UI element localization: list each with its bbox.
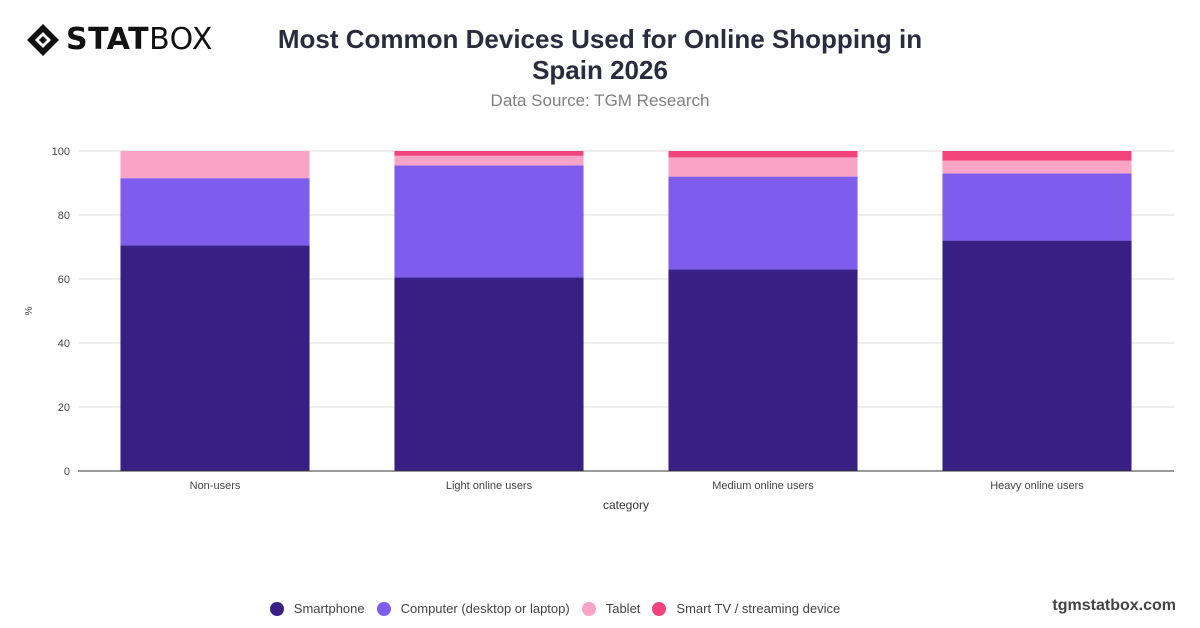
legend-swatch [376,601,391,616]
y-tick-label: 20 [58,402,70,414]
bar-segment [942,240,1132,471]
bar-segment [394,155,584,166]
y-axis-label: % [24,306,35,315]
y-tick-label: 0 [64,466,70,478]
statbox-logo: STATBOX [26,22,213,58]
legend-item: Tablet [581,601,641,616]
x-tick-label: Light online users [446,480,533,492]
legend-item: Smartphone [269,601,365,616]
logo-bold-text: STAT [66,22,150,57]
bar-segment [942,160,1132,174]
bar-segment [394,151,584,156]
bar-segment [394,165,584,278]
legend-label: Computer (desktop or laptop) [400,601,570,616]
bar-segment [668,269,858,471]
bar-segment [942,151,1132,161]
legend-item: Computer (desktop or laptop) [376,601,570,616]
legend-swatch [652,601,667,616]
logo-light-text: BOX [149,22,213,57]
x-tick-label: Non-users [190,480,241,492]
x-tick-label: Medium online users [712,480,814,492]
bar-segment [120,178,310,246]
chart-legend: Smartphone Computer (desktop or laptop) Ta… [0,601,1200,616]
x-tick-label: Heavy online users [990,480,1084,492]
legend-item: Smart TV / streaming device [652,601,840,616]
chart-subtitle: Data Source: TGM Research [490,91,710,110]
watermark: tgmstatbox.com [1052,597,1176,614]
legend-swatch [269,601,284,616]
bar-segment [668,151,858,158]
bar-segment [120,151,310,179]
y-tick-label: 60 [58,274,70,286]
y-tick-label: 40 [58,338,70,350]
bar-segment [942,173,1132,241]
y-tick-label: 100 [52,146,70,158]
bar-segment [394,277,584,471]
legend-swatch [581,601,596,616]
bar-segment [668,157,858,177]
bar-segment [668,176,858,270]
bar-segment [120,245,310,471]
chart-title: Most Common Devices Used for Online Shop… [277,24,923,85]
x-axis-label: category [603,498,649,512]
legend-label: Smartphone [293,601,365,616]
y-tick-label: 80 [58,210,70,222]
legend-label: Smart TV / streaming device [676,601,841,616]
legend-label: Tablet [605,601,641,616]
logo-wordmark: STATBOX [66,22,213,58]
diamond-logo-icon [27,24,59,56]
